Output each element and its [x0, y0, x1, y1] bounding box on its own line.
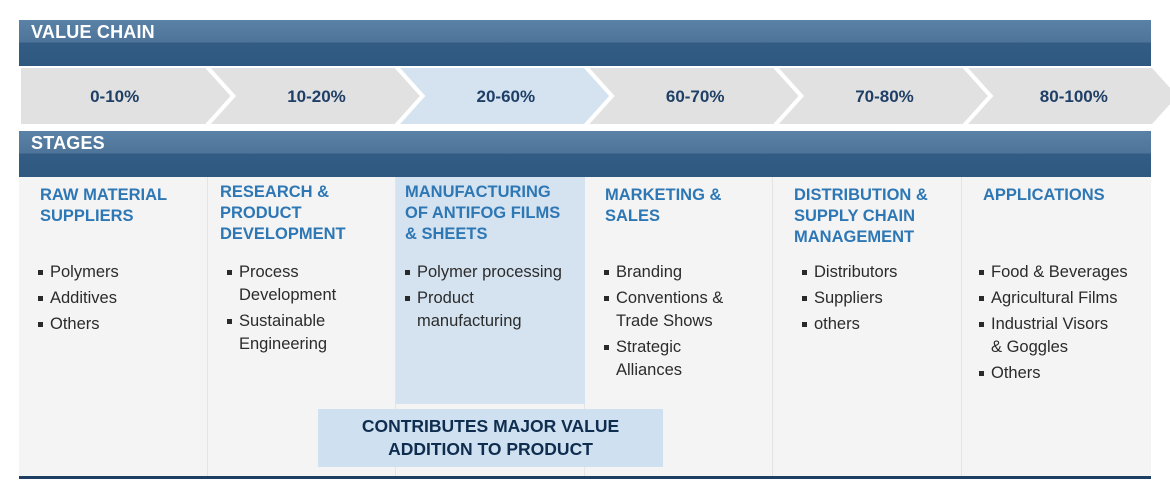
stage-title-line: RESEARCH & — [220, 183, 330, 201]
stage-title-line: DEVELOPMENT — [220, 225, 346, 243]
stage-title-line: MARKETING & — [605, 186, 722, 204]
value-chain-step — [771, 66, 994, 126]
highlighted-stage-panel: MANUFACTURING OF ANTIFOG FILMS & SHEETS … — [396, 177, 585, 404]
stage-title: RESEARCH & PRODUCT DEVELOPMENT — [220, 182, 390, 245]
stage-item-list: Branding Conventions & Trade Shows Strat… — [604, 261, 769, 385]
list-item: Process Development — [227, 261, 392, 307]
value-chain-step-label: 20-60% — [477, 87, 536, 106]
value-chain-step — [203, 66, 426, 126]
stage-title-line: MANAGEMENT — [794, 228, 915, 246]
stage-title-line: RAW MATERIAL — [40, 186, 168, 204]
stage-title: DISTRIBUTION & SUPPLY CHAIN MANAGEMENT — [794, 185, 959, 248]
list-item: others — [802, 313, 957, 336]
list-item: Conventions & Trade Shows — [604, 287, 769, 333]
value-chain-step-label: 60-70% — [666, 87, 725, 106]
stage-column-applications: APPLICATIONS Food & Beverages Agricultur… — [962, 177, 1151, 476]
list-item: Industrial Visors & Goggles — [979, 313, 1151, 359]
stage-title-line: PRODUCT — [220, 204, 302, 222]
stage-title-line: SUPPLIERS — [40, 207, 134, 225]
major-value-callout: CONTRIBUTES MAJOR VALUE ADDITION TO PROD… — [318, 409, 663, 467]
stage-item-list: Food & Beverages Agricultural Films Indu… — [979, 261, 1151, 388]
stage-column-distribution: DISTRIBUTION & SUPPLY CHAIN MANAGEMENT D… — [773, 177, 962, 476]
list-item: Distributors — [802, 261, 957, 284]
list-item: Suppliers — [802, 287, 957, 310]
value-chain-step — [960, 66, 1170, 126]
value-chain-step-label: 0-10% — [90, 87, 139, 106]
stage-title-line: MANUFACTURING — [405, 183, 551, 201]
value-chain-step — [582, 66, 805, 126]
stage-item-list: Polymer processing Product manufacturing — [405, 261, 581, 336]
stage-item-list: Polymers Additives Others — [38, 261, 203, 339]
stages-header: STAGES — [19, 131, 1151, 177]
value-chain-step-label: 70-80% — [855, 87, 914, 106]
callout-line: CONTRIBUTES MAJOR VALUE — [361, 416, 620, 436]
value-chain-step-label: 80-100% — [1040, 87, 1108, 106]
list-item: Branding — [604, 261, 769, 284]
stage-title: RAW MATERIAL SUPPLIERS — [40, 185, 205, 227]
stage-title-line: OF ANTIFOG FILMS — [405, 204, 561, 222]
value-chain-header: VALUE CHAIN — [19, 20, 1151, 66]
list-item: Sustainable Engineering — [227, 310, 392, 356]
stage-title: APPLICATIONS — [983, 185, 1148, 206]
list-item: Others — [979, 362, 1151, 385]
list-item: Product manufacturing — [405, 287, 581, 333]
value-chain-step — [392, 66, 615, 126]
stage-item-list: Distributors Suppliers others — [802, 261, 957, 339]
bottom-divider — [19, 476, 1151, 479]
list-item: Polymers — [38, 261, 203, 284]
list-item: Agricultural Films — [979, 287, 1151, 310]
stages-title: STAGES — [31, 133, 105, 153]
stage-title-line: APPLICATIONS — [983, 186, 1105, 204]
stage-column-raw-material-suppliers: RAW MATERIAL SUPPLIERS Polymers Additive… — [19, 177, 208, 476]
list-item: Food & Beverages — [979, 261, 1151, 284]
stage-title-line: DISTRIBUTION & — [794, 186, 928, 204]
list-item: Additives — [38, 287, 203, 310]
stage-title-line: & SHEETS — [405, 225, 488, 243]
value-chain-arrows: 0-10% 10-20% 20-60% 60-70% 70-80% 80-100% — [17, 66, 1170, 126]
list-item: Strategic Alliances — [604, 336, 769, 382]
stage-title-line: SUPPLY CHAIN — [794, 207, 916, 225]
stage-item-list: Process Development Sustainable Engineer… — [227, 261, 392, 359]
list-item: Polymer processing — [405, 261, 581, 284]
stage-title: MARKETING & SALES — [605, 185, 770, 227]
stage-title: MANUFACTURING OF ANTIFOG FILMS & SHEETS — [405, 182, 580, 245]
value-chain-title: VALUE CHAIN — [31, 22, 155, 42]
callout-line: ADDITION TO PRODUCT — [388, 439, 593, 459]
stage-column-research-product-development: RESEARCH & PRODUCT DEVELOPMENT Process D… — [208, 177, 396, 476]
stage-title-line: SALES — [605, 207, 661, 225]
list-item: Others — [38, 313, 203, 336]
value-chain-step-label: 10-20% — [287, 87, 346, 106]
